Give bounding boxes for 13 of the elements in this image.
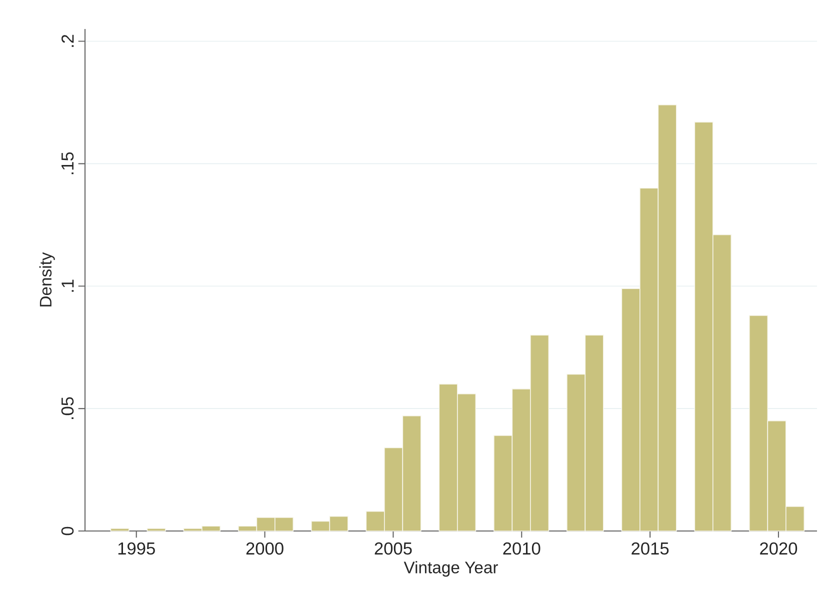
- y-tick-label: .1: [62, 280, 74, 292]
- x-tick-label: 2005: [374, 542, 412, 555]
- x-tick-label: 2015: [632, 542, 669, 555]
- x-tick-label: 2000: [246, 542, 284, 555]
- y-axis-title: Density: [39, 252, 55, 306]
- x-tick-label: 2020: [760, 542, 798, 555]
- x-axis-title: Vintage Year: [404, 561, 498, 577]
- y-tick-label: .15: [62, 152, 74, 174]
- y-tick-label: .2: [62, 34, 74, 47]
- x-tick-label: 2010: [503, 542, 540, 555]
- y-tick-label: 0: [61, 526, 74, 536]
- y-tick-label: .05: [61, 397, 74, 420]
- x-tick-label: 1995: [118, 542, 155, 555]
